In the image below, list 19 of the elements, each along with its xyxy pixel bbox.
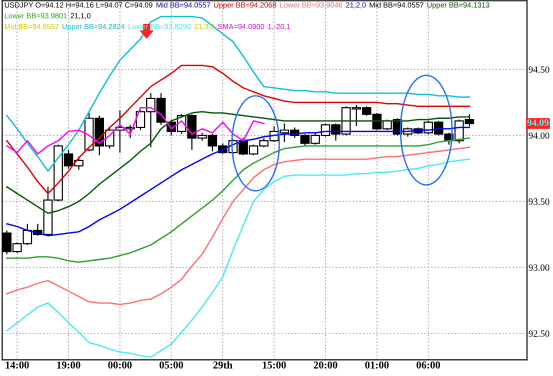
x-tick-label: 20:00 <box>314 362 338 369</box>
line-series <box>6 146 470 306</box>
x-tick-label: 00:00 <box>108 362 132 369</box>
x-tick-label: 14:00 <box>6 362 29 369</box>
line-series <box>6 110 470 214</box>
y-tick-label: 94.00 <box>528 132 550 139</box>
y-tick-label: 93.50 <box>528 198 550 205</box>
x-tick-label: 01:00 <box>365 362 389 369</box>
y-tick-label: 93.00 <box>528 264 550 271</box>
line-series <box>6 158 470 358</box>
x-tick-label: 05:00 <box>160 362 184 369</box>
text: 94.09 <box>527 119 549 126</box>
x-tick-label: 19:00 <box>57 362 80 369</box>
x-tick-label: 15:00 <box>262 362 286 369</box>
y-tick-label: 92.50 <box>528 330 550 337</box>
x-tick-label: 29th <box>213 361 232 369</box>
y-tick-label: 94.50 <box>528 66 550 73</box>
x-tick-label: 06:00 <box>416 362 440 369</box>
line-series <box>6 64 470 194</box>
